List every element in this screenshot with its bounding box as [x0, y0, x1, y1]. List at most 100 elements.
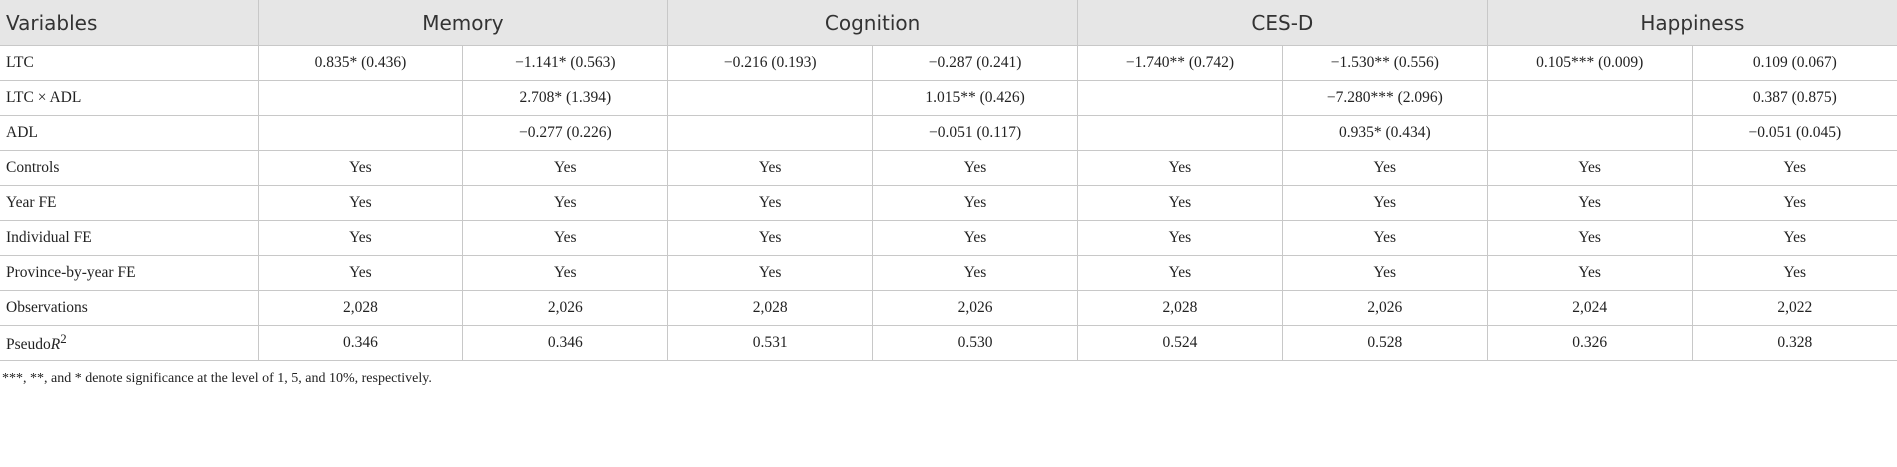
- table-row: Observations 2,028 2,026 2,028 2,026 2,028 2,0…: [0, 290, 1897, 326]
- value-cell: Yes: [1077, 255, 1283, 291]
- value-cell: Yes: [667, 150, 874, 186]
- row-label: PseudoR2: [0, 325, 259, 361]
- table-row: PseudoR2 0.346 0.346 0.531 0.530 0.524 0.528 0.…: [0, 325, 1897, 361]
- value-cell: 2.708* (1.394): [462, 80, 669, 116]
- row-label: LTC × ADL: [0, 80, 259, 116]
- table-row: LTC 0.835* (0.436) −1.141* (0.563) −0.216 (…: [0, 45, 1897, 81]
- value-cell: Yes: [667, 185, 874, 221]
- value-cell: 0.531: [667, 325, 874, 361]
- header-variables: Variables: [0, 0, 259, 46]
- empty-cell: [1077, 80, 1283, 116]
- value-cell: Yes: [1281, 220, 1488, 256]
- header-row: Variables Memory Cognition CES-D Happiness: [0, 0, 1897, 46]
- table-row: ADL −0.277 (0.226) −0.051 (0.117) 0.935* (0…: [0, 115, 1897, 151]
- value-cell: 0.835* (0.436): [257, 45, 464, 81]
- empty-cell: [667, 80, 874, 116]
- row-label: Controls: [0, 150, 259, 186]
- row-label: Year FE: [0, 185, 259, 221]
- table-row: Individual FE Yes Yes Yes Yes Yes Yes Yes Yes: [0, 220, 1897, 256]
- header-outcome: Memory: [257, 0, 669, 46]
- value-cell: 0.328: [1691, 325, 1897, 361]
- row-label: ADL: [0, 115, 259, 151]
- row-label: LTC: [0, 45, 259, 81]
- empty-cell: [1486, 80, 1693, 116]
- value-cell: Yes: [1691, 150, 1897, 186]
- value-cell: Yes: [1486, 150, 1693, 186]
- value-cell: 2,022: [1691, 290, 1897, 326]
- value-cell: Yes: [257, 185, 464, 221]
- header-outcome: CES-D: [1077, 0, 1488, 46]
- row-label: Observations: [0, 290, 259, 326]
- value-cell: Yes: [1486, 255, 1693, 291]
- value-cell: −0.051 (0.117): [872, 115, 1078, 151]
- table-row: LTC × ADL 2.708* (1.394) 1.015** (0.426) −7…: [0, 80, 1897, 116]
- value-cell: −1.740** (0.742): [1077, 45, 1283, 81]
- value-cell: 0.530: [872, 325, 1078, 361]
- value-cell: Yes: [462, 185, 669, 221]
- value-cell: Yes: [1281, 185, 1488, 221]
- table-row: Controls Yes Yes Yes Yes Yes Yes Yes Yes: [0, 150, 1897, 186]
- value-cell: 0.524: [1077, 325, 1283, 361]
- value-cell: 0.935* (0.434): [1281, 115, 1488, 151]
- empty-cell: [257, 80, 464, 116]
- empty-cell: [257, 115, 464, 151]
- value-cell: 2,026: [462, 290, 669, 326]
- value-cell: Yes: [257, 150, 464, 186]
- value-cell: Yes: [667, 220, 874, 256]
- value-cell: Yes: [1281, 150, 1488, 186]
- value-cell: −0.287 (0.241): [872, 45, 1078, 81]
- value-cell: Yes: [1486, 220, 1693, 256]
- value-cell: Yes: [257, 220, 464, 256]
- value-cell: 0.387 (0.875): [1691, 80, 1897, 116]
- value-cell: Yes: [872, 255, 1078, 291]
- value-cell: Yes: [1077, 220, 1283, 256]
- value-cell: Yes: [462, 255, 669, 291]
- empty-cell: [1486, 115, 1693, 151]
- header-outcome: Cognition: [667, 0, 1078, 46]
- value-cell: −1.530** (0.556): [1281, 45, 1488, 81]
- value-cell: −0.277 (0.226): [462, 115, 669, 151]
- empty-cell: [1077, 115, 1283, 151]
- value-cell: 2,028: [1077, 290, 1283, 326]
- value-cell: 2,024: [1486, 290, 1693, 326]
- value-cell: Yes: [1077, 185, 1283, 221]
- value-cell: Yes: [1077, 150, 1283, 186]
- value-cell: −1.141* (0.563): [462, 45, 669, 81]
- value-cell: −7.280*** (2.096): [1281, 80, 1488, 116]
- value-cell: Yes: [872, 150, 1078, 186]
- value-cell: 1.015** (0.426): [872, 80, 1078, 116]
- label-text: Pseudo: [6, 336, 51, 354]
- footnote: ***, **, and * denote significance at th…: [2, 371, 432, 386]
- value-cell: Yes: [257, 255, 464, 291]
- value-cell: Yes: [1281, 255, 1488, 291]
- value-cell: Yes: [462, 150, 669, 186]
- value-cell: 2,028: [257, 290, 464, 326]
- value-cell: Yes: [667, 255, 874, 291]
- value-cell: Yes: [1691, 220, 1897, 256]
- value-cell: 0.346: [462, 325, 669, 361]
- label-italic: R: [50, 336, 61, 354]
- results-table: Variables Memory Cognition CES-D Happiness L…: [0, 0, 1897, 361]
- table-row: Province-by-year FE Yes Yes Yes Yes Yes Yes Yes…: [0, 255, 1897, 291]
- value-cell: 0.105*** (0.009): [1486, 45, 1693, 81]
- value-cell: 0.109 (0.067): [1691, 45, 1897, 81]
- value-cell: 2,028: [667, 290, 874, 326]
- value-cell: 0.346: [257, 325, 464, 361]
- empty-cell: [667, 115, 874, 151]
- value-cell: 0.528: [1281, 325, 1488, 361]
- table-row: Year FE Yes Yes Yes Yes Yes Yes Yes Yes: [0, 185, 1897, 221]
- value-cell: 2,026: [872, 290, 1078, 326]
- header-outcome: Happiness: [1486, 0, 1897, 46]
- value-cell: Yes: [1691, 255, 1897, 291]
- value-cell: −0.051 (0.045): [1691, 115, 1897, 151]
- value-cell: 2,026: [1281, 290, 1488, 326]
- value-cell: Yes: [872, 220, 1078, 256]
- value-cell: Yes: [462, 220, 669, 256]
- value-cell: 0.326: [1486, 325, 1693, 361]
- value-cell: −0.216 (0.193): [667, 45, 874, 81]
- label-superscript: 2: [60, 331, 67, 347]
- row-label: Individual FE: [0, 220, 259, 256]
- row-label: Province-by-year FE: [0, 255, 259, 291]
- value-cell: Yes: [1486, 185, 1693, 221]
